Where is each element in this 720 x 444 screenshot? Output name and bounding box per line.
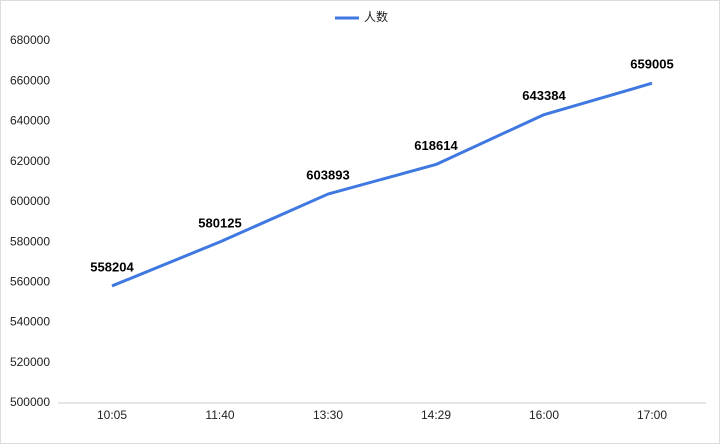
data-label: 603893	[306, 167, 349, 182]
legend-label: 人数	[364, 9, 388, 24]
x-tick-label: 16:00	[529, 408, 559, 422]
x-tick-label: 13:30	[313, 408, 343, 422]
x-tick-label: 11:40	[205, 408, 234, 422]
y-tick-label: 560000	[10, 275, 50, 289]
data-label: 580125	[198, 215, 241, 230]
x-tick-label: 14:29	[421, 408, 451, 422]
y-tick-label: 520000	[10, 355, 50, 369]
data-label: 643384	[522, 88, 566, 103]
data-label: 618614	[414, 138, 458, 153]
x-tick-label: 17:00	[637, 408, 667, 422]
y-tick-label: 660000	[10, 73, 50, 87]
y-tick-label: 500000	[10, 395, 50, 409]
y-tick-label: 680000	[10, 33, 50, 47]
series-line	[111, 81, 653, 288]
x-tick-label: 10:05	[97, 408, 127, 422]
y-tick-label: 540000	[10, 315, 50, 329]
y-tick-label: 620000	[10, 154, 50, 168]
y-tick-label: 580000	[10, 234, 50, 248]
y-tick-label: 600000	[10, 194, 50, 208]
data-label: 659005	[630, 57, 673, 72]
data-label: 558204	[90, 259, 134, 274]
y-tick-label: 640000	[10, 114, 50, 128]
